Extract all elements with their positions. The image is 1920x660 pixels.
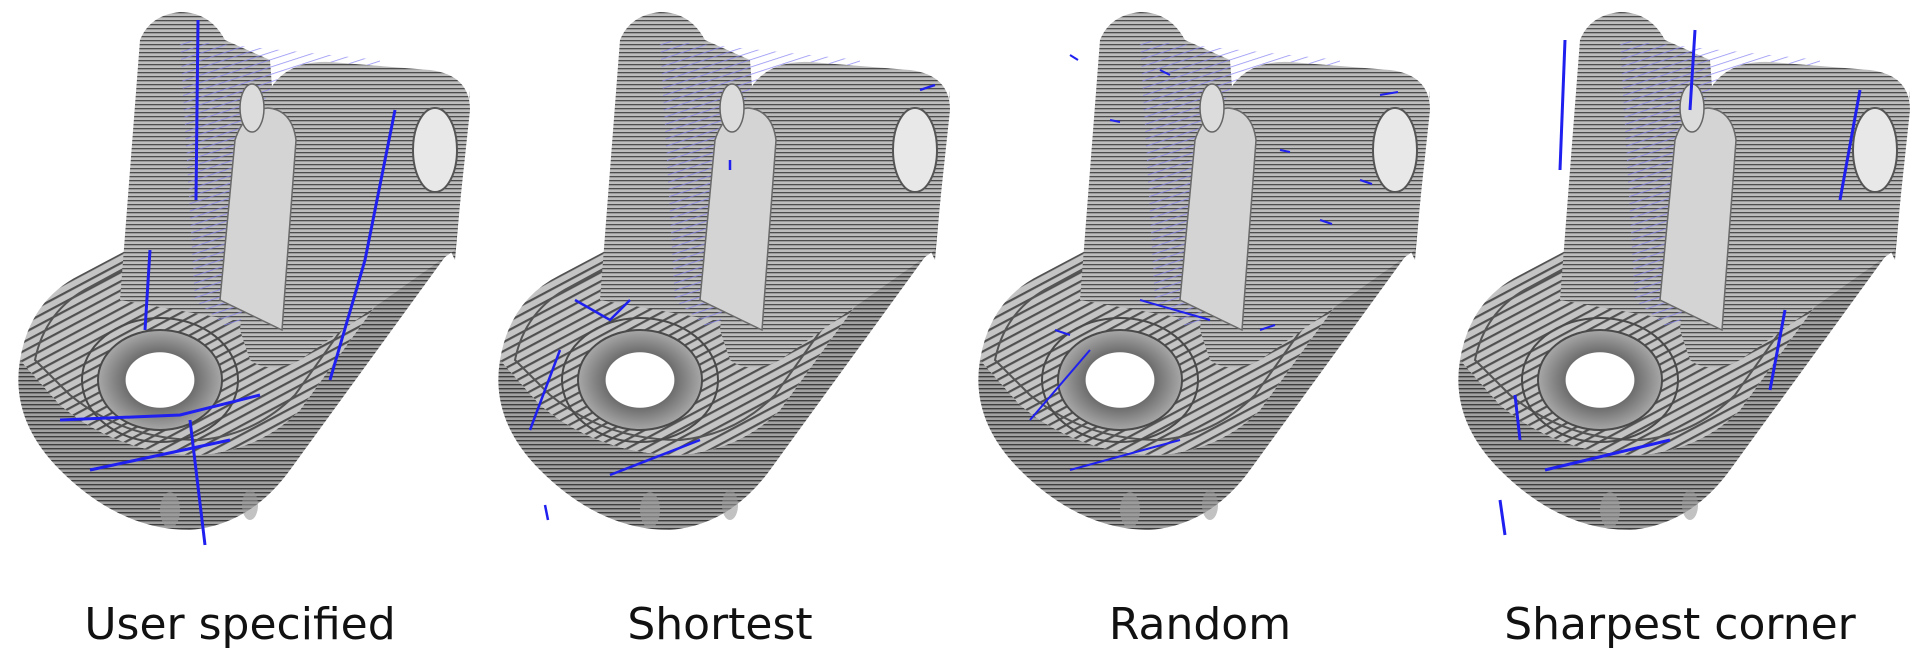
panel-caption: Sharpest corner bbox=[1504, 599, 1856, 650]
part-render-image bbox=[1457, 11, 1911, 536]
panel-caption: Random bbox=[1108, 599, 1292, 650]
panel-caption: Shortest bbox=[627, 599, 813, 650]
panel-shortest: Shortest bbox=[480, 0, 960, 660]
part-render-image bbox=[497, 11, 951, 531]
seam-markers bbox=[1498, 29, 1862, 536]
seam-markers bbox=[1029, 54, 1399, 471]
panel-caption: User specified bbox=[84, 599, 396, 650]
panel-random: Random bbox=[960, 0, 1440, 660]
part-render-image bbox=[17, 11, 471, 546]
panel-sharpest-corner: Sharpest corner bbox=[1440, 0, 1920, 660]
panel-user-specified: User specified bbox=[0, 0, 480, 660]
part-render-image bbox=[977, 11, 1431, 531]
seam-markers bbox=[528, 83, 936, 521]
seam-markers bbox=[59, 19, 397, 546]
